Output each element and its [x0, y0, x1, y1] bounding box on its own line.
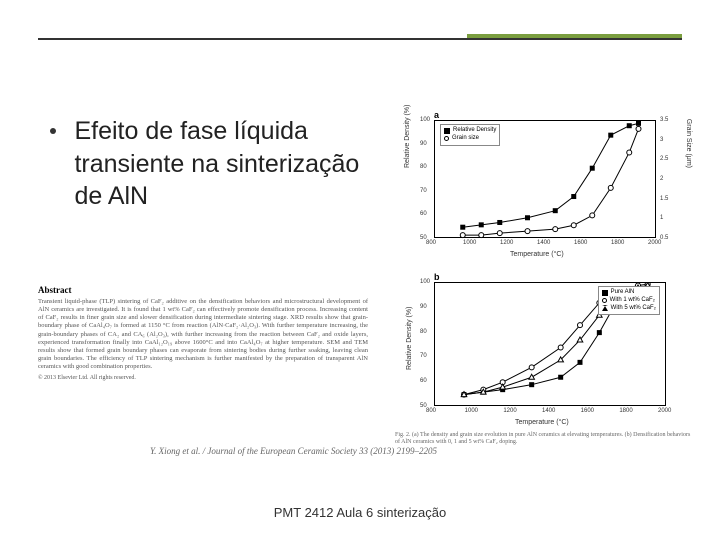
- legend-item: With 5 wt% CaF₂: [611, 305, 656, 313]
- chart-a-yright-label: Grain Size (μm): [685, 119, 692, 168]
- chart-a-legend: Relative Density Grain size: [440, 124, 500, 146]
- chart-a-yleft-label: Relative Density (%): [404, 105, 411, 168]
- chart-a: a Relative Density Grain size Relative D…: [400, 108, 690, 260]
- chart-b-x-label: Temperature (°C): [515, 419, 569, 426]
- citation: Y. Xiong et al. / Journal of the Europea…: [150, 446, 437, 456]
- legend-item: With 1 wt% CaF₂: [610, 297, 655, 305]
- chart-b: b Pure AlN With 1 wt% CaF₂ With 5 wt% Ca…: [400, 270, 690, 428]
- legend-item: Relative Density: [453, 127, 496, 135]
- abstract-block: Abstract Transient liquid-phase (TLP) si…: [38, 285, 368, 381]
- bullet-block: Efeito de fase líquida transiente na sin…: [50, 115, 380, 213]
- bullet-text: Efeito de fase líquida transiente na sin…: [74, 115, 364, 213]
- chart-b-panel-label: b: [434, 272, 440, 282]
- header-rule: [38, 38, 682, 40]
- figure-caption: Fig. 2. (a) The density and grain size e…: [395, 432, 695, 446]
- chart-b-y-label: Relative Density (%): [406, 307, 413, 370]
- chart-a-panel-label: a: [434, 110, 439, 120]
- abstract-body: Transient liquid-phase (TLP) sintering o…: [38, 298, 368, 371]
- chart-a-x-label: Temperature (°C): [510, 251, 564, 258]
- footer-text: PMT 2412 Aula 6 sinterização: [0, 505, 720, 520]
- chart-b-legend: Pure AlN With 1 wt% CaF₂ With 5 wt% CaF₂: [598, 286, 660, 315]
- legend-item: Grain size: [452, 135, 479, 143]
- legend-item: Pure AlN: [611, 289, 635, 297]
- bullet-icon: [50, 128, 56, 134]
- abstract-title: Abstract: [38, 285, 368, 295]
- abstract-copyright: © 2013 Elsevier Ltd. All rights reserved…: [38, 375, 368, 381]
